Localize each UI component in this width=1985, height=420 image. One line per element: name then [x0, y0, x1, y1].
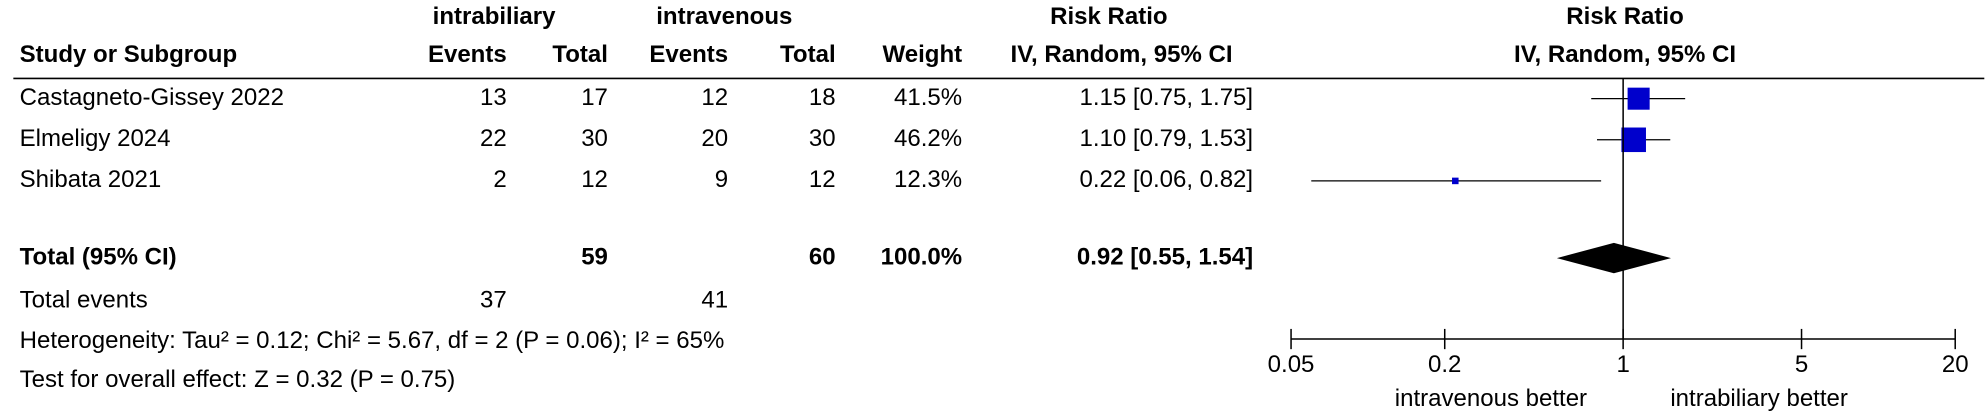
column-header: Total	[552, 41, 608, 68]
column-header: IV, Random, 95% CI	[1011, 41, 1233, 68]
x-tick-label: 0.05	[1268, 351, 1315, 378]
column-header: Events	[649, 41, 728, 68]
cell: 9	[715, 166, 728, 193]
cell: 41.5%	[894, 84, 962, 111]
plot-header: Risk Ratio	[1566, 3, 1683, 30]
effect-square	[1452, 177, 1459, 185]
x-tick-label: 0.2	[1428, 351, 1461, 378]
column-header: Events	[428, 41, 507, 68]
column-header: Total	[780, 41, 836, 68]
effect-square	[1627, 87, 1650, 110]
cell: 12	[701, 84, 728, 111]
cell: 12.3%	[894, 166, 962, 193]
cell: 12	[809, 166, 836, 193]
cell: 30	[581, 125, 608, 152]
cell: 18	[809, 84, 836, 111]
group-header: intravenous	[656, 3, 792, 30]
effect-header: Risk Ratio	[1050, 3, 1167, 30]
column-header: Study or Subgroup	[20, 41, 237, 68]
effect-label: 0.92 [0.55, 1.54]	[1077, 243, 1253, 270]
cell: 59	[581, 243, 608, 270]
cell: 100.0%	[881, 243, 962, 270]
cell: 12	[581, 166, 608, 193]
cell: 22	[480, 125, 507, 152]
study-name: Shibata 2021	[20, 166, 162, 193]
overall-effect: Test for overall effect: Z = 0.32 (P = 0…	[20, 366, 456, 393]
effect-square	[1621, 127, 1646, 153]
cell: 20	[701, 125, 728, 152]
cell: 60	[809, 243, 836, 270]
cell: 46.2%	[894, 125, 962, 152]
x-direction-label: intrabiliary better	[1670, 385, 1848, 412]
cell: 13	[480, 84, 507, 111]
x-tick-label: 20	[1942, 351, 1969, 378]
pooled-diamond	[1556, 242, 1671, 274]
heterogeneity: Heterogeneity: Tau² = 0.12; Chi² = 5.67,…	[20, 327, 725, 354]
study-name: Castagneto-Gissey 2022	[20, 84, 284, 111]
effect-label: 1.10 [0.79, 1.53]	[1080, 125, 1254, 152]
cell: 37	[480, 286, 507, 313]
cell: 41	[701, 286, 728, 313]
effect-label: 1.15 [0.75, 1.75]	[1080, 84, 1254, 111]
x-direction-label: intravenous better	[1395, 385, 1587, 412]
plot-subheader: IV, Random, 95% CI	[1514, 41, 1736, 68]
column-header: Weight	[883, 41, 963, 68]
total-name: Total (95% CI)	[20, 243, 177, 270]
cell: 30	[809, 125, 836, 152]
study-name: Elmeligy 2024	[20, 125, 171, 152]
effect-label: 0.22 [0.06, 0.82]	[1080, 166, 1254, 193]
events-name: Total events	[20, 286, 148, 313]
x-tick-label: 5	[1795, 351, 1808, 378]
cell: 2	[493, 166, 506, 193]
cell: 17	[581, 84, 608, 111]
group-header: intrabiliary	[433, 3, 556, 30]
x-tick-label: 1	[1616, 351, 1629, 378]
